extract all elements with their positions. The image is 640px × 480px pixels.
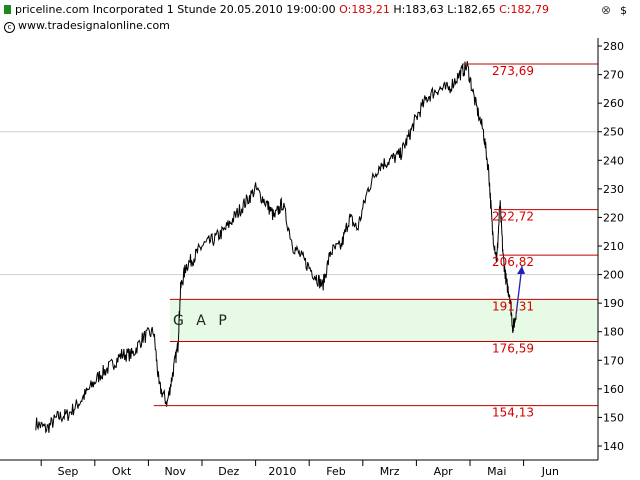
close-value: C:182,79 [499, 3, 550, 16]
level-label: 273,69 [492, 64, 534, 78]
y-tick-label: 280 [603, 40, 624, 53]
x-tick-label: Dez [218, 465, 239, 478]
x-tick-label: Apr [434, 465, 454, 478]
level-label: 191,31 [492, 299, 534, 313]
grid-layer [0, 131, 598, 276]
low-value: L:182,65 [447, 3, 496, 16]
level-label: 206,82 [492, 255, 534, 269]
projection-arrow-line [515, 265, 523, 315]
symbol-color-icon [4, 5, 11, 14]
symbol-name: priceline.com Incorporated [15, 3, 164, 16]
x-tick-label: Feb [326, 465, 345, 478]
x-tick-label: Mrz [380, 465, 400, 478]
website-credit: c www.tradesignalonline.com [4, 19, 170, 33]
price-line [35, 61, 517, 434]
x-tick-label: Sep [58, 465, 79, 478]
x-tick-label: 2010 [268, 465, 296, 478]
x-tick-label: Jun [541, 465, 559, 478]
level-label: 222,72 [492, 210, 534, 224]
y-tick-label: 240 [603, 154, 624, 167]
x-tick-label: Mai [487, 465, 506, 478]
price-series-layer [35, 61, 525, 434]
axis-unit-label: $ [620, 4, 627, 17]
open-value: O:183,21 [339, 3, 390, 16]
level-label: 154,13 [492, 406, 534, 420]
y-tick-label: 190 [603, 297, 624, 310]
x-tick-label: Nov [164, 465, 186, 478]
axes-layer: 140 150 160 170 180 190 200 210 220 230 240 250 260 2… [0, 38, 624, 478]
chart-header: priceline.com Incorporated 1 Stunde 20.0… [4, 3, 549, 16]
gap-zone [169, 299, 598, 342]
y-tick-label: 160 [603, 383, 624, 396]
y-tick-label: 270 [603, 69, 624, 82]
gap-zone-layer [169, 299, 598, 342]
y-tick-label: 140 [603, 440, 624, 453]
y-tick-label: 260 [603, 97, 624, 110]
y-tick-label: 170 [603, 354, 624, 367]
y-tick-label: 200 [603, 269, 624, 282]
interval-label: 1 Stunde [166, 3, 217, 16]
copyright-icon: c [4, 22, 15, 33]
level-label: 176,59 [492, 341, 534, 355]
website-text: www.tradesignalonline.com [18, 19, 170, 32]
bar-datetime: 20.05.2010 19:00:00 [219, 3, 336, 16]
y-tick-label: 230 [603, 183, 624, 196]
y-tick-label: 210 [603, 240, 624, 253]
y-tick-label: 250 [603, 126, 624, 139]
high-value: H:183,63 [393, 3, 444, 16]
x-tick-label: Okt [112, 465, 132, 478]
y-tick-label: 180 [603, 326, 624, 339]
projection-arrow-head [516, 266, 525, 275]
gap-label: G A P [173, 313, 231, 329]
close-icon[interactable]: ⊗ [601, 3, 612, 17]
level-lines-layer: 273,69 222,72 206,82 191,31 176,59 154,13 [153, 63, 598, 420]
y-tick-label: 220 [603, 211, 624, 224]
y-tick-label: 150 [603, 411, 624, 424]
